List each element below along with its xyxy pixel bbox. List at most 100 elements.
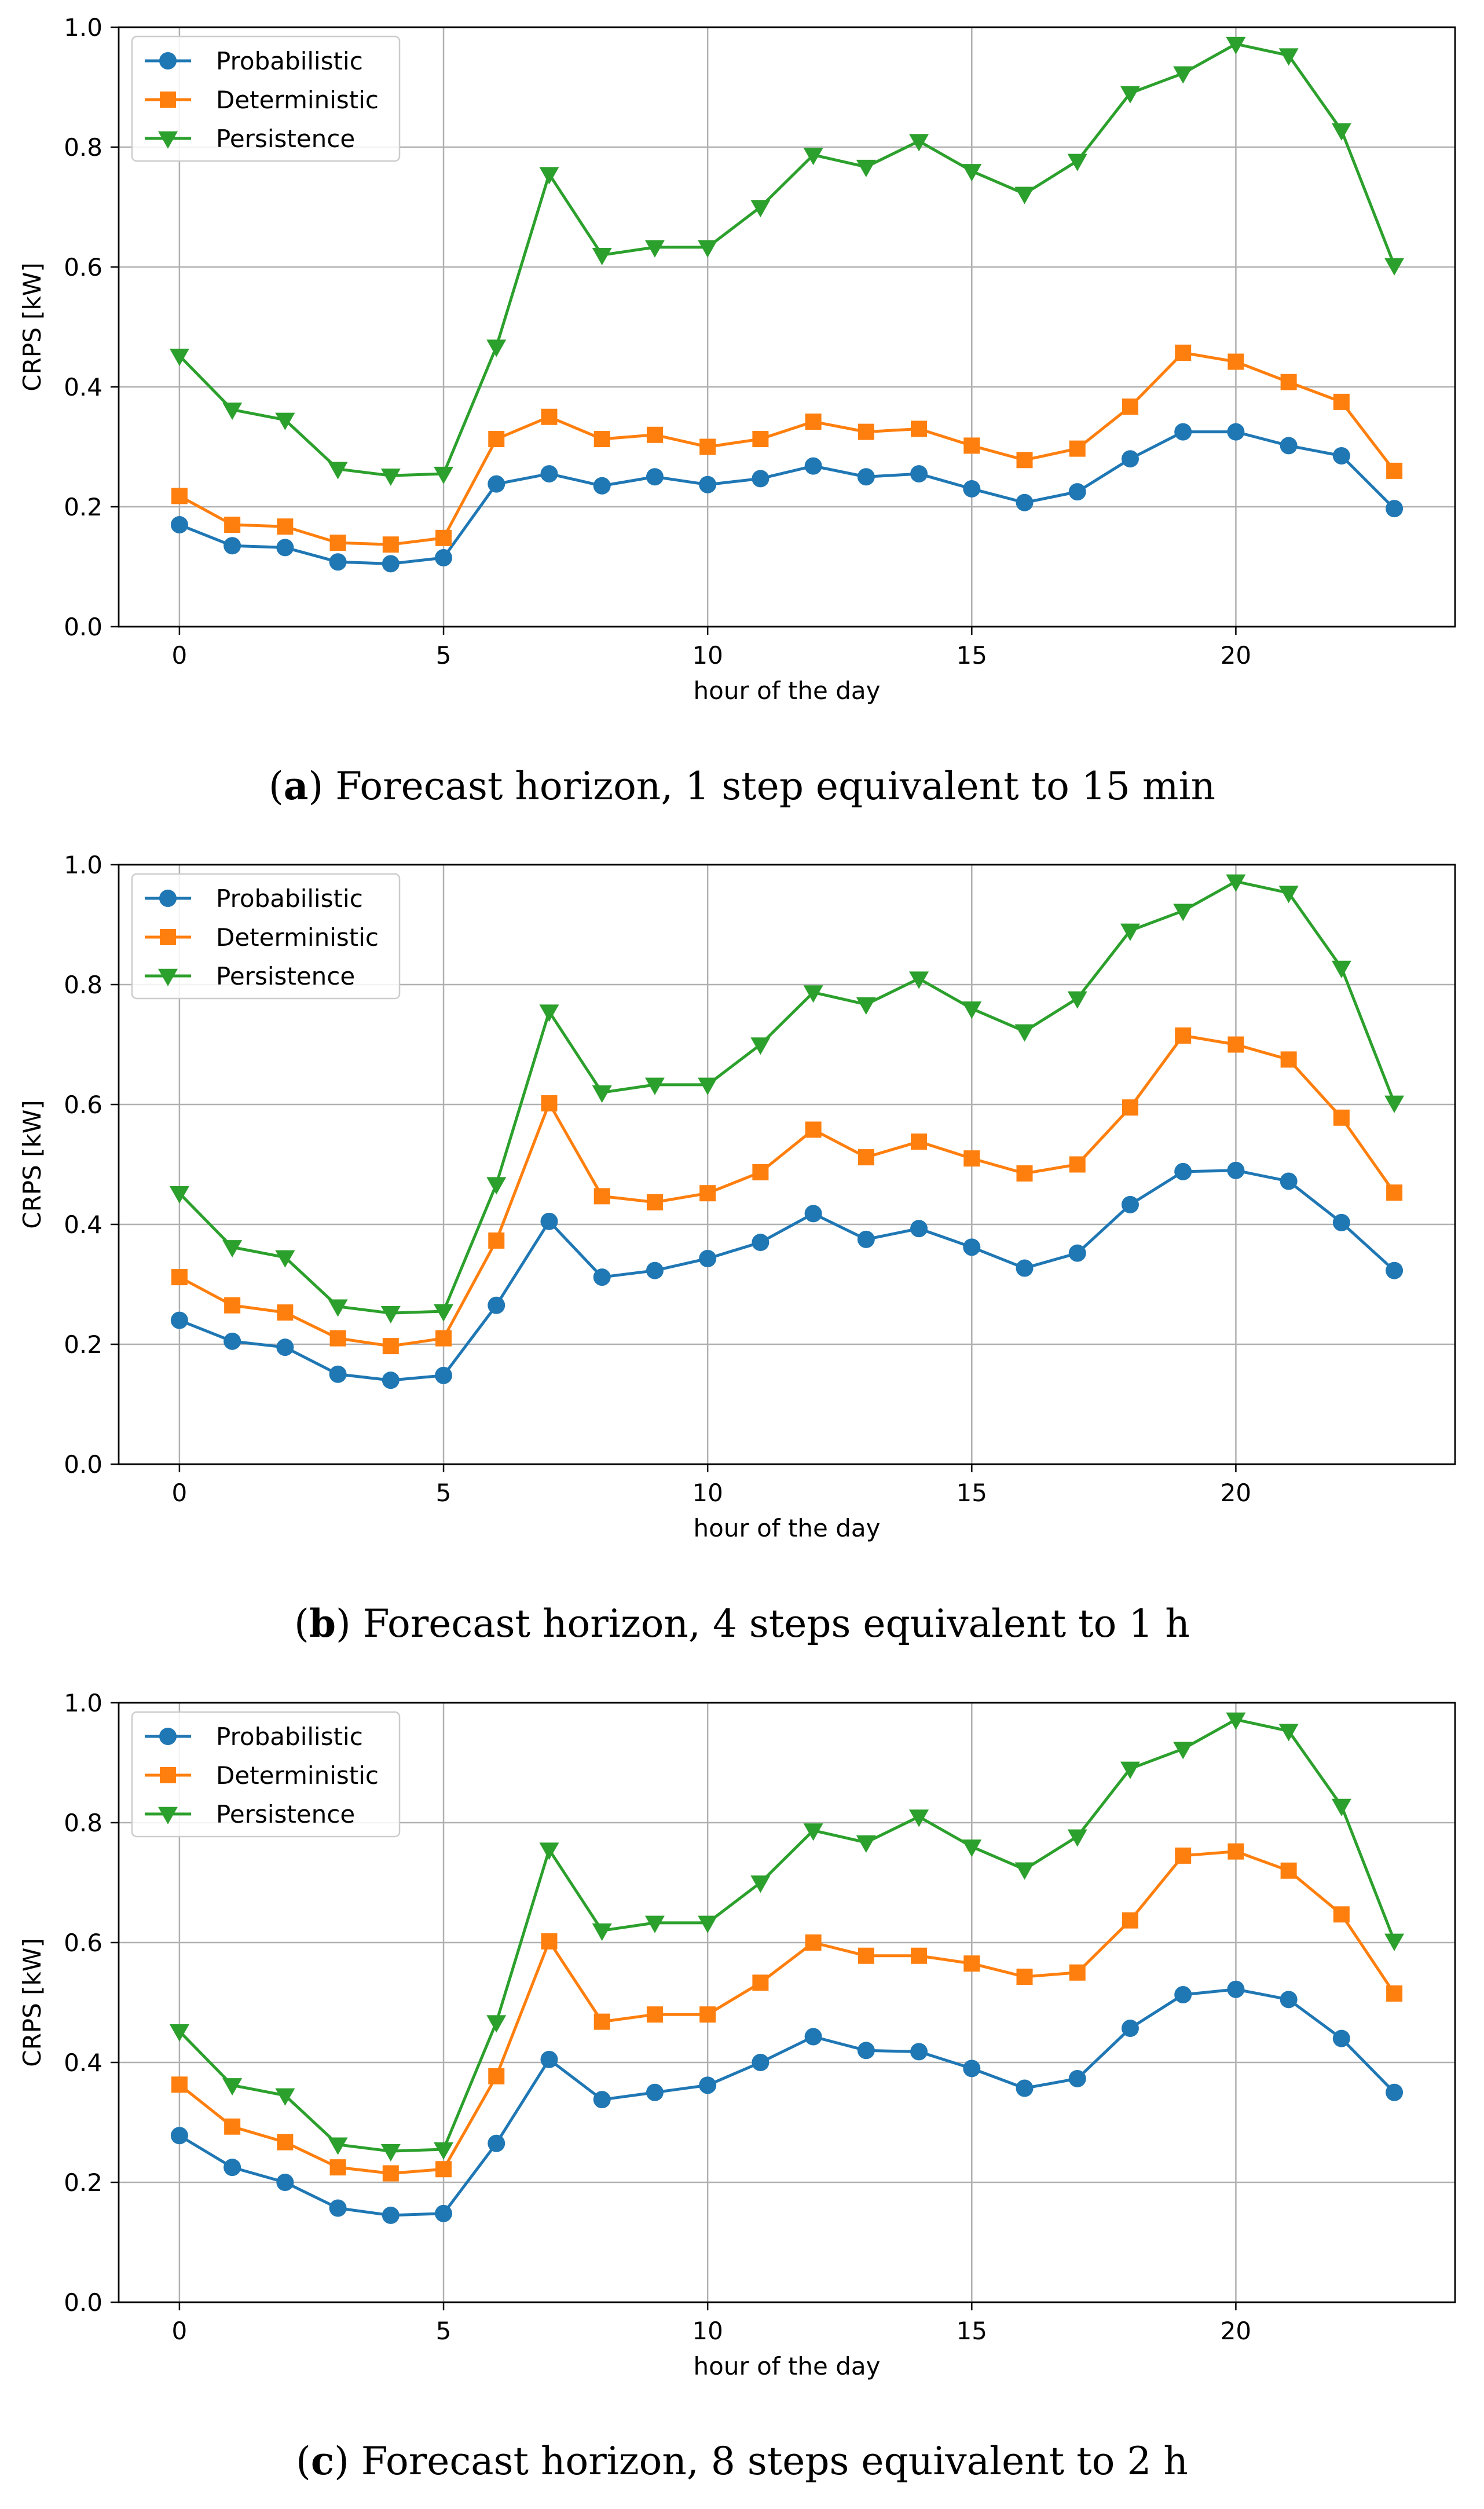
y-axis-label: CRPS [kW] — [18, 262, 46, 391]
data-point — [540, 1212, 558, 1230]
y-tick-label: 1.0 — [64, 851, 102, 879]
data-point — [329, 2199, 347, 2217]
y-tick-label: 0.2 — [64, 2168, 102, 2197]
y-axis: 0.0 0.2 0.4 0.6 0.8 1.0 — [64, 13, 119, 641]
data-point — [1332, 1213, 1350, 1231]
x-tick-label: 10 — [692, 641, 723, 670]
data-point — [277, 2134, 294, 2150]
data-point — [1332, 447, 1350, 465]
legend-item-deterministic: Deterministic — [145, 86, 379, 114]
data-point — [963, 480, 981, 498]
data-point — [1067, 1829, 1087, 1847]
legend-marker — [158, 968, 178, 986]
x-tick-label: 0 — [172, 641, 188, 670]
data-point — [1280, 1051, 1297, 1068]
data-point — [329, 2159, 346, 2176]
data-point — [222, 2078, 243, 2096]
data-point — [1016, 1968, 1033, 1985]
data-point — [962, 1839, 982, 1857]
data-point — [486, 1177, 507, 1195]
y-tick-label: 0.6 — [64, 1929, 102, 1957]
data-point — [962, 164, 982, 182]
caption-c-letter: c — [310, 2438, 335, 2484]
series-probabilistic — [170, 423, 1404, 573]
chart-panel-b: 0 5 10 15 20 0.0 0.2 0.4 0.6 0.8 1.0 hour of the da… — [0, 837, 1484, 1561]
data-point — [1280, 1172, 1298, 1190]
data-point — [1016, 1259, 1034, 1277]
data-point — [1069, 440, 1086, 457]
data-point — [488, 1232, 505, 1249]
data-point — [1122, 1099, 1138, 1116]
x-tick-label: 5 — [436, 641, 452, 670]
legend-label: Deterministic — [216, 1761, 379, 1790]
data-point — [539, 1004, 559, 1022]
data-point — [486, 2015, 507, 2033]
data-point — [646, 426, 663, 443]
y-tick-label: 0.8 — [64, 971, 102, 999]
y-tick-label: 0.4 — [64, 1210, 102, 1239]
data-point — [434, 466, 454, 484]
data-point — [1384, 1933, 1405, 1951]
series-line — [178, 1850, 1396, 2175]
legend-item-probabilistic: Probabilistic — [145, 884, 363, 913]
series-line — [178, 880, 1396, 1315]
chart-panel-a: 0 5 10 15 20 0.0 0.2 0.4 0.6 0.8 1.0 hour of the da… — [0, 0, 1484, 724]
data-point — [224, 517, 241, 533]
series-persistence — [169, 36, 1405, 487]
legend-marker — [159, 890, 177, 907]
data-point — [1386, 462, 1403, 479]
data-point — [223, 2159, 241, 2177]
data-point — [1386, 1261, 1404, 1279]
data-point — [329, 535, 346, 551]
legend-box — [131, 873, 401, 1000]
legend-marker — [160, 92, 176, 108]
data-point — [858, 1947, 874, 1964]
data-point — [1384, 258, 1405, 276]
data-point — [1227, 423, 1245, 441]
x-axis: 0 5 10 15 20 — [172, 627, 1251, 670]
data-point — [750, 1875, 771, 1893]
data-point — [752, 2054, 770, 2071]
data-point — [910, 465, 928, 483]
y-tick-label: 0.4 — [64, 373, 102, 401]
data-point — [1068, 2069, 1086, 2087]
data-point — [592, 1923, 612, 1941]
x-tick-label: 0 — [172, 2317, 188, 2345]
legend-label: Persistence — [216, 1800, 355, 1828]
data-point — [488, 1296, 505, 1314]
data-point — [170, 1311, 188, 1329]
legend-item-deterministic: Deterministic — [145, 923, 379, 952]
data-point — [1333, 393, 1350, 410]
data-point — [169, 348, 189, 367]
data-point — [856, 997, 876, 1015]
legend-item-persistence: Persistence — [145, 125, 355, 153]
data-point — [222, 1240, 243, 1258]
x-tick-label: 20 — [1221, 641, 1251, 670]
legend-item-persistence: Persistence — [145, 1800, 355, 1828]
caption-b-text: Forecast horizon, 4 steps equivalent to … — [362, 1601, 1190, 1646]
data-point — [1280, 374, 1297, 390]
data-point — [1280, 1991, 1298, 2009]
data-point — [382, 1338, 399, 1355]
series-deterministic — [171, 1027, 1403, 1355]
data-point — [1016, 1165, 1033, 1182]
data-point — [1226, 36, 1246, 54]
data-point — [488, 2068, 505, 2084]
data-point — [752, 1974, 769, 1991]
data-point — [1175, 345, 1192, 361]
data-point — [805, 1121, 822, 1138]
data-point — [699, 476, 717, 493]
data-point — [1068, 1244, 1086, 1262]
data-point — [277, 518, 294, 535]
x-axis-label: hour of the day — [694, 676, 881, 705]
legend-label: Probabilistic — [216, 1722, 363, 1751]
data-point — [541, 408, 558, 425]
data-point — [750, 200, 771, 218]
data-point — [646, 468, 664, 486]
data-point — [910, 2043, 928, 2061]
data-point — [1016, 2079, 1034, 2097]
data-point — [593, 431, 610, 448]
x-tick-label: 20 — [1221, 1479, 1251, 1507]
data-point — [1227, 1036, 1244, 1053]
data-point — [539, 1842, 559, 1860]
